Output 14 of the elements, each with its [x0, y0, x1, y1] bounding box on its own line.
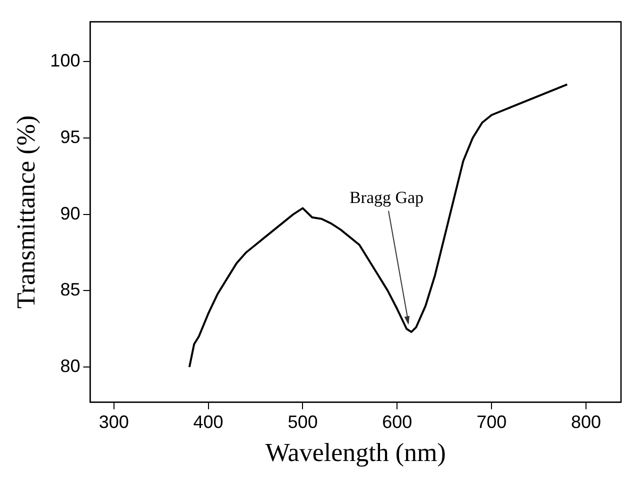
y-tick-label: 90 — [60, 203, 80, 224]
x-tick-label: 800 — [571, 412, 602, 432]
y-tick-label: 100 — [50, 50, 80, 70]
y-tick-label: 95 — [60, 126, 80, 147]
x-axis-title: Wavelength (nm) — [265, 438, 446, 468]
x-tick-label: 400 — [193, 412, 224, 432]
y-tick-label: 80 — [60, 356, 80, 376]
x-tick-label: 300 — [98, 412, 129, 432]
x-tick-label: 700 — [476, 412, 507, 432]
y-tick-label: 85 — [60, 280, 80, 300]
x-tick-label: 600 — [382, 412, 412, 432]
y-axis-title: Transmittance (%) — [11, 115, 40, 309]
x-tick-label: 500 — [288, 412, 318, 432]
annotation: Bragg Gap — [349, 188, 424, 207]
